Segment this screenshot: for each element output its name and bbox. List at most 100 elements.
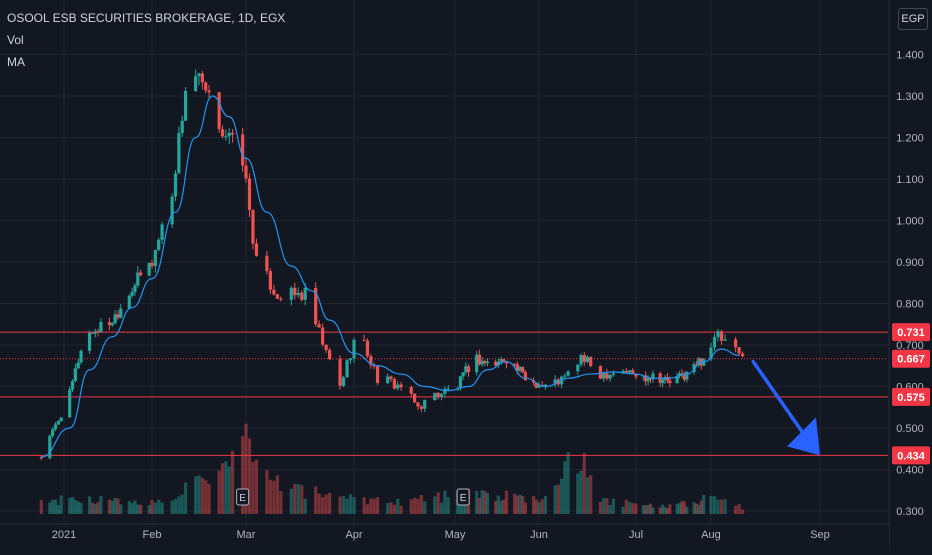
time-axis-bg xyxy=(0,524,889,550)
candle-body xyxy=(79,350,83,363)
candle-body xyxy=(513,363,517,365)
volume-bar xyxy=(723,499,727,514)
candle-body xyxy=(534,382,538,388)
volume-bar xyxy=(180,494,184,514)
volume-bar xyxy=(644,505,648,514)
candle-body xyxy=(502,359,506,363)
volume-bar xyxy=(534,499,538,514)
candle-body xyxy=(416,402,420,407)
candle-body xyxy=(439,393,444,397)
price-level-tag[interactable] xyxy=(892,387,930,406)
volume-bar xyxy=(136,504,140,514)
volume-bar xyxy=(153,502,157,514)
volume-bar xyxy=(675,503,679,514)
price-level-tag[interactable] xyxy=(892,446,930,465)
earnings-marker[interactable] xyxy=(456,488,470,506)
volume-bar xyxy=(741,509,745,514)
candle-body xyxy=(183,90,188,121)
candle-body xyxy=(362,339,366,341)
candle-body xyxy=(585,356,590,362)
volume-bar xyxy=(658,507,662,514)
price-level-tag[interactable] xyxy=(892,349,930,368)
volume-bar xyxy=(439,502,444,514)
candle-body xyxy=(227,132,231,137)
volume-bar xyxy=(150,500,154,514)
time-axis[interactable]: 2021 Feb Mar Apr May Jun Jul Aug Sep xyxy=(0,523,889,550)
price-tick-label: 1.100 xyxy=(896,174,924,186)
volume-bar xyxy=(324,494,328,514)
candle-body xyxy=(566,371,570,376)
volume-bar xyxy=(560,478,564,514)
volume-bar xyxy=(300,485,304,514)
candle-body xyxy=(324,344,328,350)
volume-bar xyxy=(48,502,52,514)
volume-bar xyxy=(737,504,741,514)
candlestick-series xyxy=(39,69,745,461)
candle-body xyxy=(39,457,43,459)
candle-body xyxy=(157,239,161,250)
candle-body xyxy=(147,262,151,276)
price-level-tag-label: 0.575 xyxy=(897,392,925,404)
candle-body xyxy=(694,364,699,366)
candle-body xyxy=(409,387,413,394)
candle-body xyxy=(303,287,307,300)
candle-body xyxy=(56,421,60,425)
candle-body xyxy=(504,362,509,364)
candle-body xyxy=(180,120,184,133)
volume-indicator-label[interactable]: Vol xyxy=(7,33,24,47)
price-level-tag-label: 0.667 xyxy=(897,354,925,366)
candle-body xyxy=(515,364,519,371)
candle-body xyxy=(523,372,528,381)
candle-body xyxy=(496,361,500,366)
price-tick-label: 0.400 xyxy=(896,465,924,477)
volume-bar xyxy=(499,500,503,514)
candle-body xyxy=(392,379,396,389)
candle-body xyxy=(692,364,696,372)
volume-bar xyxy=(197,475,201,514)
volume-bar xyxy=(107,499,112,514)
candle-body xyxy=(314,287,318,325)
volume-bar xyxy=(719,499,724,514)
volume-bar xyxy=(204,480,208,514)
volume-bar xyxy=(268,479,272,514)
price-level-tag[interactable] xyxy=(892,323,930,342)
price-tick-label: 0.500 xyxy=(896,423,924,435)
volume-bar xyxy=(685,506,689,514)
candle-body xyxy=(96,331,100,333)
price-tick-label: 0.300 xyxy=(896,506,924,518)
candle-body xyxy=(279,298,283,300)
time-tick-label: Feb xyxy=(143,529,162,541)
volume-bar xyxy=(372,498,376,514)
earnings-marker[interactable] xyxy=(236,488,250,506)
price-tick-label: 0.800 xyxy=(896,299,924,311)
candle-body xyxy=(646,378,650,382)
candle-body xyxy=(348,358,353,361)
candle-body xyxy=(59,417,63,422)
candle-body xyxy=(602,373,606,379)
price-level-tag-label: 0.731 xyxy=(897,327,925,339)
candle-body xyxy=(150,262,154,267)
volume-bar xyxy=(56,504,60,514)
volume-bar xyxy=(170,500,174,514)
candle-body xyxy=(741,353,745,357)
candle-body xyxy=(110,323,114,326)
candle-body xyxy=(352,339,356,359)
price-axis[interactable]: 1.400 1.300 1.200 1.100 1.000 0.900 0.800 0.700… xyxy=(888,0,932,550)
moving-average-indicator-label[interactable]: MA xyxy=(7,55,25,69)
moving-average-line xyxy=(41,95,740,458)
candle-body xyxy=(197,73,201,77)
candle-body xyxy=(341,377,346,386)
candle-body xyxy=(697,358,701,366)
currency-button[interactable]: EGP xyxy=(898,8,928,30)
time-tick-label: Apr xyxy=(345,529,362,541)
time-tick-label: Jul xyxy=(629,529,643,541)
candle-body xyxy=(217,92,221,130)
symbol-title[interactable]: OSOOL ESB SECURITIES BROKERAGE, 1D, EGX xyxy=(7,11,286,25)
volume-bar xyxy=(207,483,211,514)
candle-body xyxy=(627,370,632,373)
price-level-tag-label: 0.434 xyxy=(897,450,925,462)
candle-body xyxy=(99,322,103,333)
volume-bar xyxy=(96,502,100,514)
